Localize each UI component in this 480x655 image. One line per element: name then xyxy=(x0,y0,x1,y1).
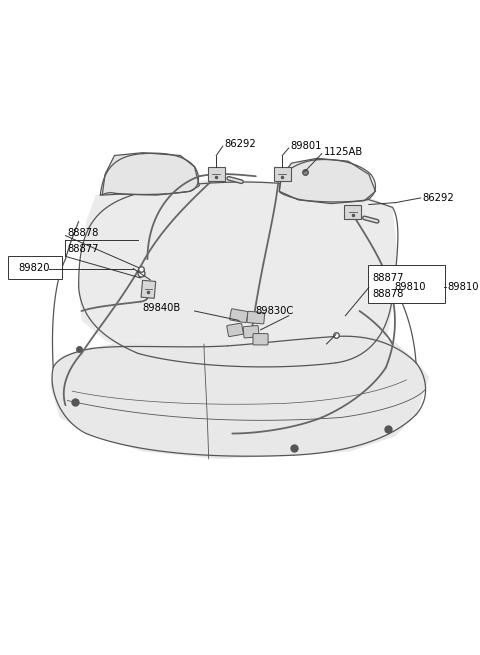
FancyBboxPatch shape xyxy=(253,333,268,345)
FancyBboxPatch shape xyxy=(247,311,264,324)
FancyBboxPatch shape xyxy=(243,326,259,338)
Polygon shape xyxy=(102,153,199,195)
Bar xyxy=(208,167,225,181)
Text: 89810: 89810 xyxy=(447,282,479,291)
Text: 88877: 88877 xyxy=(67,244,99,254)
FancyBboxPatch shape xyxy=(8,256,62,279)
Text: 89820: 89820 xyxy=(19,263,50,272)
Text: 86292: 86292 xyxy=(225,140,256,149)
Text: 88878: 88878 xyxy=(372,289,404,299)
Text: 86292: 86292 xyxy=(422,193,455,203)
Text: 89840B: 89840B xyxy=(143,303,181,313)
Text: 89801: 89801 xyxy=(291,141,322,151)
FancyBboxPatch shape xyxy=(227,323,243,337)
FancyBboxPatch shape xyxy=(368,265,445,303)
Text: 89830C: 89830C xyxy=(256,306,294,316)
Bar xyxy=(141,280,156,299)
Text: 88877: 88877 xyxy=(372,273,404,283)
Polygon shape xyxy=(50,333,429,459)
Text: 89810: 89810 xyxy=(395,282,426,291)
Text: 1125AB: 1125AB xyxy=(324,147,363,157)
Text: 88878: 88878 xyxy=(67,228,99,238)
Polygon shape xyxy=(79,179,397,370)
FancyBboxPatch shape xyxy=(229,309,248,323)
Bar xyxy=(344,205,361,219)
Bar xyxy=(274,167,291,181)
Polygon shape xyxy=(279,159,375,204)
